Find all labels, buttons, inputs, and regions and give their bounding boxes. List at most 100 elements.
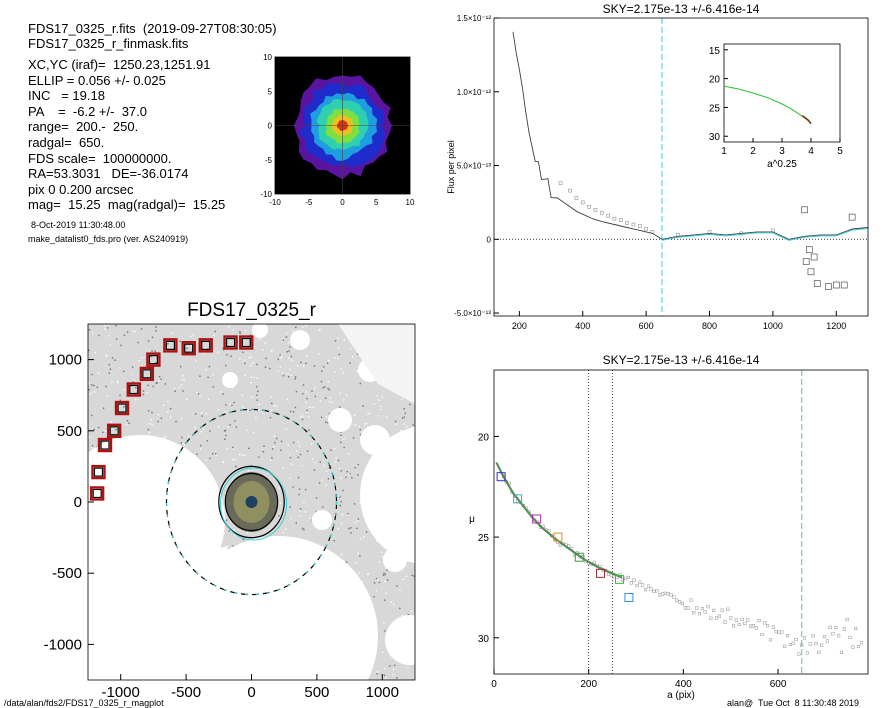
noise-dot	[123, 406, 125, 408]
noise-dot	[280, 355, 283, 357]
mu-point	[729, 616, 733, 620]
noise-dot	[366, 573, 369, 576]
noise-dot	[194, 427, 196, 429]
inner-ring-cyan	[220, 467, 287, 541]
map-xtick-label: -1000	[102, 684, 140, 701]
inset-ytick-label: 20	[709, 75, 721, 86]
noise-dot	[97, 372, 100, 374]
noise-dot	[274, 442, 276, 444]
noise-dot	[300, 361, 302, 364]
noise-dot	[262, 451, 265, 453]
thumbnail-xtick: -10	[269, 198, 281, 207]
mu-point	[814, 641, 818, 646]
noise-dot	[348, 473, 350, 475]
noise-dot	[203, 353, 205, 355]
sky-ytick-label: 0	[487, 235, 492, 244]
noise-dot	[218, 426, 220, 428]
noise-dot	[223, 430, 226, 432]
noise-dot	[326, 362, 329, 364]
noise-dot	[280, 440, 283, 443]
noise-dot	[302, 326, 304, 329]
noise-dot	[347, 513, 349, 515]
noise-dot	[340, 368, 342, 370]
noise-dot	[383, 674, 386, 677]
mask-box-inner	[100, 440, 110, 450]
noise-dot	[390, 601, 393, 603]
map-ytick-label: -1000	[44, 636, 82, 653]
mu-colored-box	[513, 494, 523, 504]
mask-box-inner	[93, 467, 104, 477]
sky-xtick-label: 1200	[826, 321, 846, 331]
noise-dot	[385, 416, 388, 418]
noise-dot	[369, 412, 371, 414]
noise-dot	[280, 449, 282, 451]
noise-dot	[231, 404, 233, 406]
mu-point	[771, 625, 775, 629]
mu-colored-box	[532, 514, 542, 524]
noise-dot	[213, 350, 215, 352]
inset-xtick-label: 4	[808, 146, 814, 157]
sky-xtick-label: 1000	[763, 321, 783, 331]
noise-dot	[292, 411, 295, 413]
noise-dot	[324, 386, 326, 388]
mu-point	[788, 642, 792, 647]
sky-point	[580, 200, 585, 205]
noise-dot	[407, 614, 409, 616]
noise-dot	[378, 399, 380, 401]
outlier-box	[848, 213, 856, 221]
noise-dot	[135, 399, 137, 401]
noise-dot	[152, 385, 154, 388]
profile-line	[512, 31, 868, 240]
inset-chart: 1 2 3 4 5 15 20 25 30 a^0.25	[709, 43, 843, 170]
sky-profile-frame	[493, 17, 869, 317]
noise-dot	[411, 574, 413, 577]
mu-point	[837, 634, 841, 638]
mu-point	[695, 606, 699, 610]
noise-dot	[155, 362, 157, 364]
noise-dot	[269, 459, 272, 461]
noise-dot	[311, 458, 314, 460]
mu-point	[706, 605, 710, 609]
noise-dot	[403, 423, 405, 425]
noise-dot	[282, 372, 284, 374]
noise-dot	[290, 517, 292, 520]
noise-dot	[247, 410, 249, 412]
noise-dot	[279, 354, 281, 356]
sky-ytick-label: -5.0×10⁻¹³	[454, 309, 491, 318]
noise-dot	[226, 447, 228, 450]
info-line: RA=53.3031 DE=-36.0174	[28, 166, 189, 182]
noise-dot	[104, 430, 107, 432]
noise-dot	[119, 399, 121, 401]
noise-dot	[359, 382, 361, 385]
mu-point	[859, 641, 863, 645]
mu-point	[797, 652, 801, 656]
noise-dot	[282, 467, 284, 469]
noise-dot	[180, 442, 183, 444]
noise-dot	[108, 363, 110, 366]
noise-dot	[93, 391, 96, 393]
noise-dot	[252, 431, 255, 434]
outlier-box	[801, 206, 808, 214]
noise-dot	[337, 347, 340, 349]
mask-edge-region	[338, 324, 415, 404]
noise-dot	[264, 366, 267, 368]
noise-dot	[126, 331, 129, 333]
noise-dot	[289, 453, 291, 456]
sky-ytick-label: 5.0×10⁻¹³	[457, 162, 492, 171]
noise-dot	[119, 367, 121, 369]
noise-dot	[357, 520, 359, 522]
noise-dot	[179, 340, 181, 342]
noise-dot	[180, 418, 182, 420]
sky-point	[587, 205, 591, 209]
noise-dot	[394, 420, 397, 423]
mu-point	[629, 581, 633, 585]
noise-dot	[386, 569, 388, 571]
noise-dot	[271, 457, 273, 459]
noise-dot	[265, 357, 267, 360]
noise-dot	[341, 514, 344, 516]
noise-dot	[181, 436, 183, 439]
mu-point	[743, 621, 747, 626]
noise-dot	[107, 327, 109, 329]
noise-dot	[206, 440, 209, 442]
noise-dot	[289, 456, 292, 459]
